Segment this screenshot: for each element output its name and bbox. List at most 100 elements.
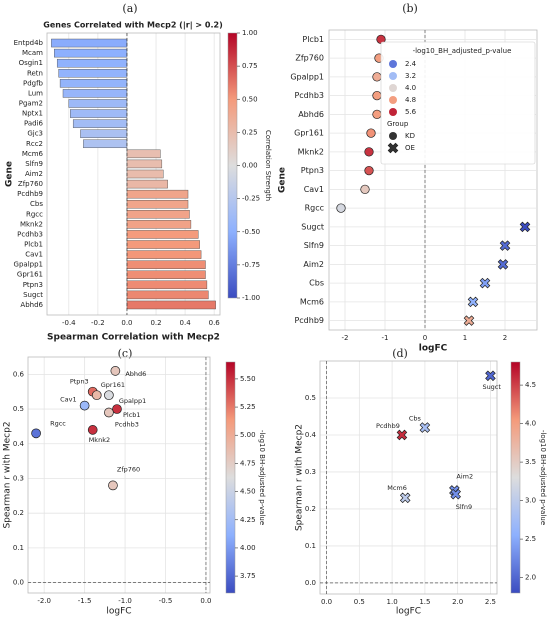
y-tick-label: Rgcc: [305, 204, 324, 213]
colorbar-tick-label: 5.25: [240, 403, 256, 411]
plot-frame: [46, 32, 221, 316]
y-tick-label: Sugct: [301, 222, 324, 231]
x-tick-label: 2.5: [485, 598, 496, 606]
legend-title: -log10_BH_adjusted_p-value: [413, 47, 512, 55]
point-label: Abhd6: [125, 370, 146, 378]
x-axis-label: logFC: [396, 607, 421, 617]
y-tick-label: Padi6: [24, 120, 44, 128]
point-label: Aim2: [456, 472, 473, 480]
point-label: Slfn9: [456, 503, 472, 511]
legend-label: 3.2: [405, 72, 416, 80]
point: [110, 366, 121, 376]
plot-frame: [27, 356, 211, 594]
plot-frame: [328, 29, 538, 331]
point: [108, 480, 118, 491]
y-tick-label: 0.0: [305, 579, 316, 587]
x-tick-label: 0.2: [150, 319, 161, 327]
colorbar-label: -log10 BH-adjusted p-value: [539, 430, 547, 525]
y-tick-label: Cav1: [304, 185, 324, 194]
y-tick-label: Pdgfb: [23, 79, 44, 87]
y-tick-label: Mknk2: [298, 147, 324, 156]
colorbar-tick-label: 0.00: [242, 162, 258, 170]
plot-frame: [319, 360, 498, 595]
y-tick-label: Pcdhb9: [17, 190, 43, 198]
dot: [497, 259, 509, 270]
y-axis-label: Gene: [5, 161, 15, 187]
colorbar-tick-label: 4.5: [525, 381, 536, 389]
dot: [364, 165, 374, 176]
y-tick-label: 0.2: [305, 505, 316, 513]
x-axis-label: logFC: [419, 344, 448, 354]
x-axis-label: logFC: [106, 607, 131, 617]
legend-title: Group: [387, 120, 409, 128]
x-tick-label: -2: [342, 334, 349, 342]
legend-label: 2.4: [405, 60, 417, 68]
legend-label: 4.0: [405, 84, 416, 92]
point: [79, 400, 90, 411]
y-tick-label: Pcdhb3: [17, 230, 43, 238]
point-label: Ptpn3: [70, 378, 89, 386]
dot: [372, 72, 382, 82]
panel-label: (b): [402, 2, 418, 15]
dot: [364, 147, 374, 157]
colorbar-tick-label: 3.75: [240, 572, 256, 580]
colorbar-tick-label: 4.75: [240, 459, 256, 467]
y-tick-label: 0.0: [13, 579, 24, 587]
legend-box: [380, 41, 536, 165]
y-tick-label: Cbs: [30, 200, 43, 208]
y-tick-label: Mcm6: [300, 297, 324, 306]
dot: [467, 296, 479, 308]
point-label: Gpr161: [101, 381, 125, 389]
bar: [126, 250, 202, 259]
x-tick-label: 0.0: [321, 598, 332, 606]
y-tick-label: Abhd6: [298, 110, 324, 119]
bar: [68, 99, 128, 108]
colorbar-tick-label: 5.00: [240, 431, 256, 439]
dot: [336, 203, 346, 213]
bar: [126, 270, 206, 279]
y-tick-label: 0.4: [13, 440, 25, 448]
bar: [126, 230, 199, 239]
y-tick-label: Plcb1: [302, 35, 324, 44]
y-tick-label: Slfn9: [25, 160, 43, 168]
y-tick-label: 0.5: [13, 405, 24, 413]
legend-marker: [389, 132, 397, 140]
y-tick-label: Pcdhb9: [294, 316, 324, 325]
point-label: Gpalpp1: [119, 397, 146, 405]
y-tick-label: Mcm6: [22, 150, 44, 158]
y-tick-label: 0.2: [13, 509, 24, 517]
colorbar-tick-label: 0.50: [242, 95, 258, 103]
y-tick-label: Gpalpp1: [290, 72, 324, 81]
y-tick-label: Gpr161: [17, 271, 43, 279]
colorbar-tick-label: 0.75: [242, 62, 258, 70]
legend-label: 4.8: [405, 96, 416, 104]
bar: [126, 240, 200, 249]
x-tick-label: 0.0: [121, 319, 132, 327]
x-tick-label: 1.0: [387, 598, 398, 606]
colorbar-label: Correlation Strength: [264, 130, 272, 201]
colorbar-tick-label: 1.00: [242, 29, 258, 37]
x-tick-label: 0: [423, 334, 427, 342]
y-tick-label: Zfp760: [295, 54, 324, 63]
point-label: Pcdhb9: [376, 422, 400, 430]
dot: [372, 90, 382, 101]
x-tick-label: -1.5: [78, 597, 92, 605]
colorbar-tick-label: 2.5: [525, 535, 536, 543]
y-axis-label: Gene: [278, 167, 288, 193]
y-tick-label: Aim2: [303, 260, 324, 269]
y-tick-label: Plcb1: [24, 241, 43, 249]
point-label: Pcdhb3: [115, 421, 139, 429]
legend-marker: [389, 72, 397, 80]
point: [450, 488, 462, 500]
x-tick-label: 2.0: [452, 598, 463, 606]
y-tick-label: Nptx1: [22, 110, 43, 118]
point: [485, 370, 496, 382]
x-tick-label: -0.5: [159, 597, 173, 605]
colorbar: [227, 32, 238, 299]
y-tick-label: Slfn9: [304, 241, 324, 250]
point-label: Zfp760: [117, 465, 140, 473]
y-tick-label: 0.3: [305, 468, 316, 476]
point: [396, 429, 408, 441]
y-tick-label: Ptpn3: [23, 281, 43, 289]
